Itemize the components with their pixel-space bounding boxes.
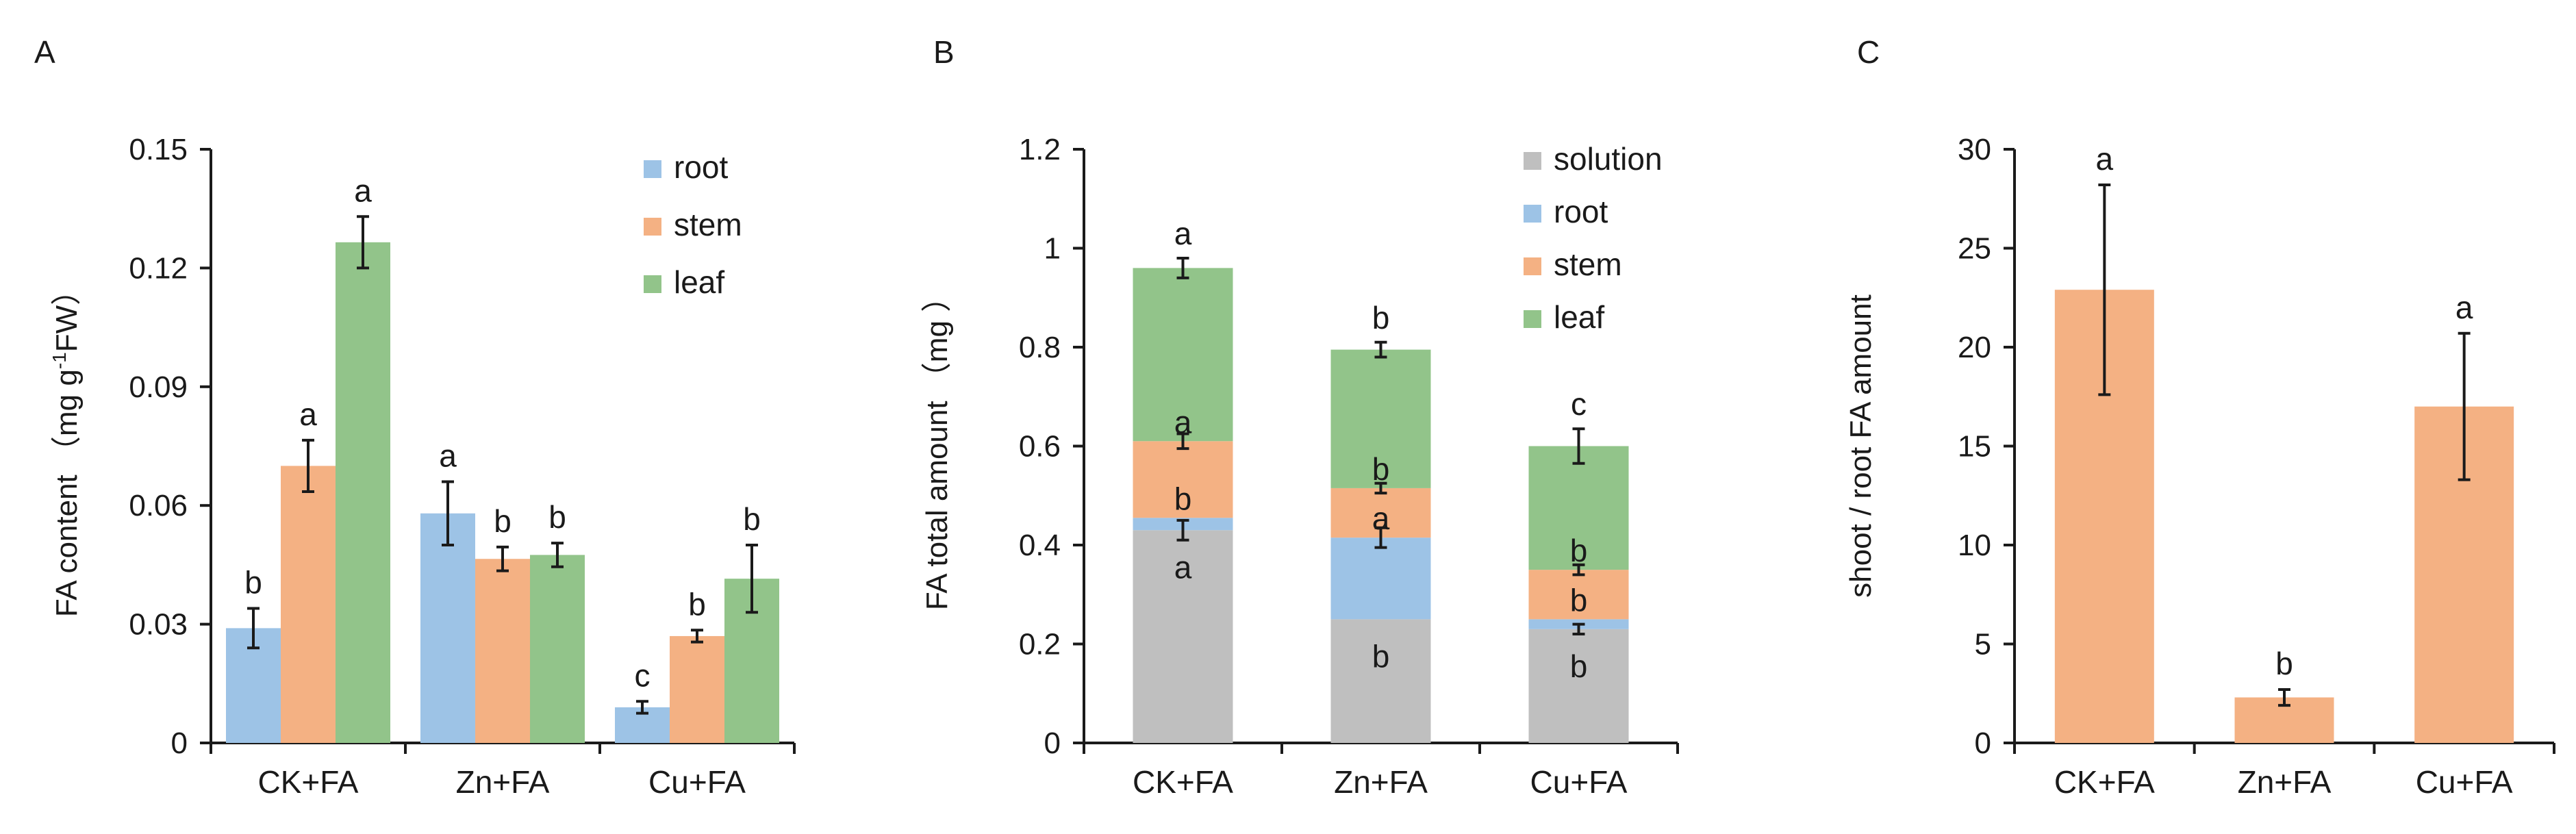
y-tick-label: 30: [1958, 133, 1991, 166]
bar-leaf-0: [1133, 268, 1233, 442]
y-axis-title: FA content （mg g-1FW）: [49, 275, 84, 617]
y-tick-label: 0: [171, 726, 188, 760]
significance-letter: a: [354, 173, 372, 208]
legend-label: leaf: [1554, 299, 1604, 335]
significance-letter: b: [548, 499, 566, 535]
significance-letter: b: [1174, 481, 1192, 516]
bar-stem-0: [281, 466, 336, 743]
legend-swatch-leaf: [644, 275, 661, 293]
significance-letter: b: [1372, 300, 1390, 336]
significance-letter: b: [1570, 582, 1588, 618]
y-tick-label: 0.06: [129, 489, 188, 522]
bar-solution-1: [1330, 619, 1431, 743]
y-axis-title: shoot / root FA amount: [1844, 294, 1878, 598]
y-tick-label: 0.8: [1019, 331, 1061, 364]
y-tick-label: 1.2: [1019, 133, 1061, 166]
y-tick-label: 0.2: [1019, 628, 1061, 661]
y-tick-label: 0.6: [1019, 430, 1061, 464]
y-axis-title-tail: FW）: [50, 275, 84, 352]
significance-letter: b: [1570, 648, 1588, 684]
x-tick-label: Zn+FA: [1334, 764, 1428, 800]
significance-letter: b: [1372, 451, 1390, 487]
y-tick-label: 1: [1044, 232, 1061, 266]
significance-letter: b: [743, 501, 761, 537]
y-axis-title-sup: -1: [49, 352, 70, 369]
x-tick-label: CK+FA: [2054, 764, 2155, 800]
legend-swatch-leaf: [1524, 310, 1541, 328]
y-tick-label: 5: [1975, 628, 1991, 661]
panel-label: B: [933, 34, 955, 70]
significance-letter: a: [299, 396, 317, 432]
legend-label: solution: [1554, 141, 1663, 177]
significance-letter: a: [2455, 290, 2473, 325]
panel-label: A: [34, 34, 55, 70]
bar-leaf-0: [336, 242, 390, 744]
significance-letter: b: [1570, 533, 1588, 568]
significance-letter: b: [494, 503, 512, 539]
legend-label: stem: [674, 207, 742, 242]
significance-letter: b: [244, 564, 262, 600]
legend-swatch-stem: [1524, 257, 1541, 275]
significance-letter: a: [1174, 404, 1192, 440]
y-axis-title: FA total amount （mg ）: [920, 282, 954, 610]
significance-letter: a: [1372, 501, 1390, 536]
x-tick-label: Cu+FA: [2416, 764, 2513, 800]
y-tick-label: 0: [1975, 726, 1991, 760]
bar-leaf-1: [530, 555, 585, 743]
x-tick-label: Cu+FA: [1530, 764, 1628, 800]
x-tick-label: Zn+FA: [456, 764, 550, 800]
significance-letter: b: [1372, 638, 1390, 674]
legend-label: leaf: [674, 264, 724, 300]
legend-label: root: [674, 149, 728, 185]
y-tick-label: 0.12: [129, 251, 188, 285]
bar-stem-2: [1528, 570, 1629, 620]
y-tick-label: 25: [1958, 232, 1991, 266]
bar-solution-0: [1133, 530, 1233, 743]
bar-root-1: [420, 513, 475, 743]
bar-stem-1: [475, 559, 530, 743]
y-tick-label: 20: [1958, 331, 1991, 364]
bar-leaf-1: [1330, 349, 1431, 488]
x-tick-label: Zn+FA: [2238, 764, 2332, 800]
significance-letter: a: [1174, 216, 1192, 251]
x-tick-label: CK+FA: [257, 764, 358, 800]
significance-letter: c: [635, 657, 651, 693]
y-tick-label: 0.15: [129, 133, 188, 166]
bar-stem-0: [1133, 441, 1233, 518]
legend-label: stem: [1554, 247, 1622, 282]
legend-swatch-solution: [1524, 152, 1541, 170]
legend-swatch-root: [1524, 205, 1541, 223]
y-tick-label: 0.09: [129, 370, 188, 404]
y-tick-label: 10: [1958, 529, 1991, 562]
y-tick-label: 15: [1958, 430, 1991, 464]
legend-label: root: [1554, 194, 1608, 229]
x-tick-label: CK+FA: [1133, 764, 1233, 800]
y-tick-label: 0.03: [129, 608, 188, 642]
significance-letter: b: [688, 586, 706, 622]
legend-swatch-root: [644, 160, 661, 178]
bar-stem-2: [670, 635, 724, 743]
legend-swatch-stem: [644, 218, 661, 236]
y-axis-title-main: FA content （mg g: [50, 369, 84, 617]
x-tick-label: Cu+FA: [648, 764, 746, 800]
panel-label: C: [1857, 34, 1880, 70]
y-tick-label: 0.4: [1019, 529, 1061, 562]
significance-letter: a: [1174, 549, 1192, 585]
y-tick-label: 0: [1044, 726, 1061, 760]
bar-solution-2: [1528, 629, 1629, 743]
significance-letter: c: [1571, 386, 1587, 422]
significance-letter: a: [439, 438, 457, 474]
significance-letter: b: [2275, 646, 2293, 681]
bar-root-1: [1330, 538, 1431, 620]
bar-leaf-2: [1528, 446, 1629, 570]
significance-letter: a: [2096, 141, 2114, 177]
